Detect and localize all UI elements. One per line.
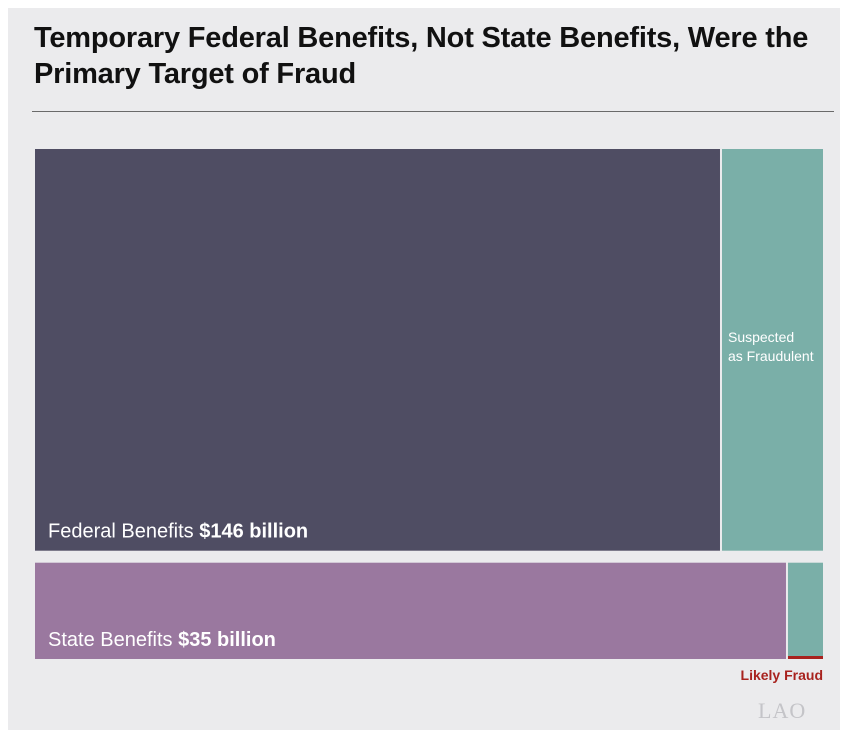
federal-benefits-rect bbox=[35, 149, 720, 551]
state-benefits-amount: $35 billion bbox=[178, 629, 276, 651]
federal-suspected-rect bbox=[721, 149, 823, 551]
chart-title: Temporary Federal Benefits, Not State Be… bbox=[34, 22, 809, 90]
federal-benefits-label: Federal Benefits $146 billion bbox=[48, 521, 308, 543]
state-benefits-name: State Benefits bbox=[48, 629, 178, 651]
state-benefits-rect bbox=[35, 562, 786, 659]
likely-fraud-band bbox=[787, 656, 823, 659]
state-benefits-label: State Benefits $35 billion bbox=[48, 629, 276, 651]
suspected-label-line1: Suspected bbox=[728, 329, 794, 345]
suspected-label-line2: as Fraudulent bbox=[728, 348, 814, 364]
likely-fraud-label: Likely Fraud bbox=[741, 667, 823, 683]
federal-benefits-name: Federal Benefits bbox=[48, 521, 199, 543]
title-divider bbox=[32, 111, 834, 112]
treemap-chart: Federal Benefits $146 billion Suspected as… bbox=[35, 149, 823, 683]
chart-frame: Temporary Federal Benefits, Not State Be… bbox=[8, 8, 840, 730]
federal-benefits-amount: $146 billion bbox=[199, 521, 308, 543]
state-suspected-rect bbox=[787, 562, 823, 659]
lao-logo: LAO bbox=[758, 698, 807, 723]
